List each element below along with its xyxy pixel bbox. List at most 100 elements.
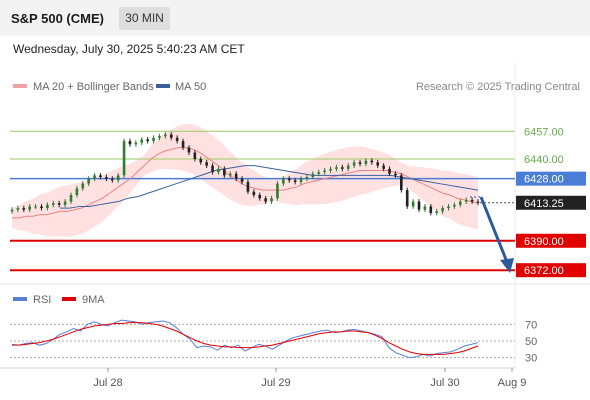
rsi-grid: 70 50 30	[10, 319, 537, 365]
level-label-bg-6390.00	[516, 233, 586, 248]
candle-body	[234, 173, 238, 179]
candle-body	[175, 137, 179, 142]
candle-body	[276, 183, 279, 199]
candle-body	[423, 206, 427, 210]
bollinger-band-area	[12, 123, 478, 238]
level-label-6440.00: 6440.00	[524, 154, 564, 166]
candle-body	[228, 173, 232, 176]
bollinger-bands	[12, 123, 478, 238]
candle-body	[429, 206, 433, 213]
candle-body	[164, 134, 167, 137]
level-label-6428.00: 6428.00	[524, 174, 564, 186]
candle-body	[28, 206, 32, 210]
candle-body	[388, 168, 391, 174]
x-tick-label: Jul 28	[93, 377, 122, 389]
candle-body	[199, 159, 203, 163]
candle-body	[458, 201, 462, 205]
candle-body	[346, 165, 350, 169]
rsi-tick-70: 70	[525, 319, 537, 331]
candle-body	[217, 168, 220, 173]
level-label-bg-6372.00	[516, 263, 586, 278]
candle-body	[46, 204, 49, 209]
date-time: Wednesday, July 30, 2025 5:40:23 AM CET	[13, 42, 245, 56]
candle-body	[34, 206, 37, 208]
forecast-arrow	[470, 196, 514, 273]
watermark: Research © 2025 Trading Central	[416, 81, 580, 93]
candle-body	[99, 175, 102, 178]
candle-body	[311, 173, 315, 178]
candle-body	[358, 162, 362, 164]
candle-body	[146, 139, 149, 142]
candle-body	[270, 198, 273, 202]
candle-body	[335, 167, 338, 169]
legend-ma50-label: MA 50	[175, 81, 206, 93]
candle-body	[394, 173, 397, 176]
legend-swatch-ma20	[13, 84, 27, 88]
forecast-arrow-head	[500, 258, 514, 273]
candle-body	[169, 134, 173, 138]
candle-body	[69, 195, 73, 202]
ma20-line	[12, 147, 479, 219]
rsi-tick-30: 30	[525, 353, 537, 365]
candle-body	[110, 178, 114, 181]
moving-averages	[12, 147, 479, 219]
candle-body	[87, 178, 90, 184]
level-label-6390.00: 6390.00	[524, 236, 564, 248]
candle-body	[116, 175, 120, 181]
candle-body	[81, 183, 85, 189]
candle-body	[447, 206, 450, 209]
candle-body	[352, 162, 356, 166]
candles	[10, 132, 480, 216]
candle-body	[63, 201, 67, 205]
candle-body	[40, 206, 43, 209]
candle-body	[370, 160, 374, 163]
candle-body	[264, 198, 267, 202]
level-label-6372.00: 6372.00	[524, 265, 564, 277]
legend-ma20-label: MA 20 + Bollinger Bands	[33, 81, 154, 93]
x-tick-label: Jul 29	[261, 377, 290, 389]
candle-body	[435, 211, 439, 213]
candle-body	[252, 191, 256, 195]
legend-rsi-ma-label: 9MA	[82, 294, 105, 306]
legend-swatch-ma50	[156, 84, 170, 88]
timeframe-button[interactable]: 30 MIN	[119, 7, 170, 30]
candle-body	[158, 136, 161, 138]
candle-body	[134, 142, 138, 145]
candle-body	[411, 201, 415, 207]
candle-body	[75, 188, 79, 195]
candle-body	[341, 167, 344, 169]
price-legend: MA 20 + Bollinger Bands MA 50	[13, 81, 206, 93]
candle-body	[122, 141, 126, 176]
candle-body	[453, 204, 456, 207]
candle-body	[16, 208, 20, 210]
candle-body	[57, 203, 61, 205]
candle-body	[287, 178, 291, 181]
rsi-lines	[11, 319, 479, 359]
candle-body	[317, 172, 321, 174]
candle-body	[376, 162, 380, 166]
candle-body	[193, 152, 197, 160]
candle-body	[417, 201, 421, 210]
candle-body	[323, 170, 326, 173]
level-labels: 6457.00 6440.00 6428.00 6413.25 6390.00 6372.…	[516, 126, 586, 278]
candle-body	[464, 199, 468, 202]
candle-body	[205, 162, 208, 166]
x-tick-label: Jul 30	[430, 377, 459, 389]
level-label-6457.00: 6457.00	[524, 126, 564, 138]
candle-body	[51, 203, 55, 205]
candle-body	[329, 168, 332, 171]
candle-body	[382, 165, 385, 169]
instrument-title: S&P 500 (CME)	[11, 11, 104, 26]
level-label-6413.25: 6413.25	[524, 198, 564, 210]
candle-body	[211, 165, 214, 173]
rsi-ma-line	[12, 322, 479, 355]
rsi-line	[11, 319, 479, 359]
candle-body	[152, 137, 155, 142]
legend-swatch-rsi	[13, 297, 27, 301]
rsi-tick-50: 50	[525, 336, 537, 348]
candle-body	[476, 201, 480, 203]
candle-body	[305, 177, 309, 179]
candle-body	[128, 141, 132, 145]
candle-body	[93, 175, 96, 179]
